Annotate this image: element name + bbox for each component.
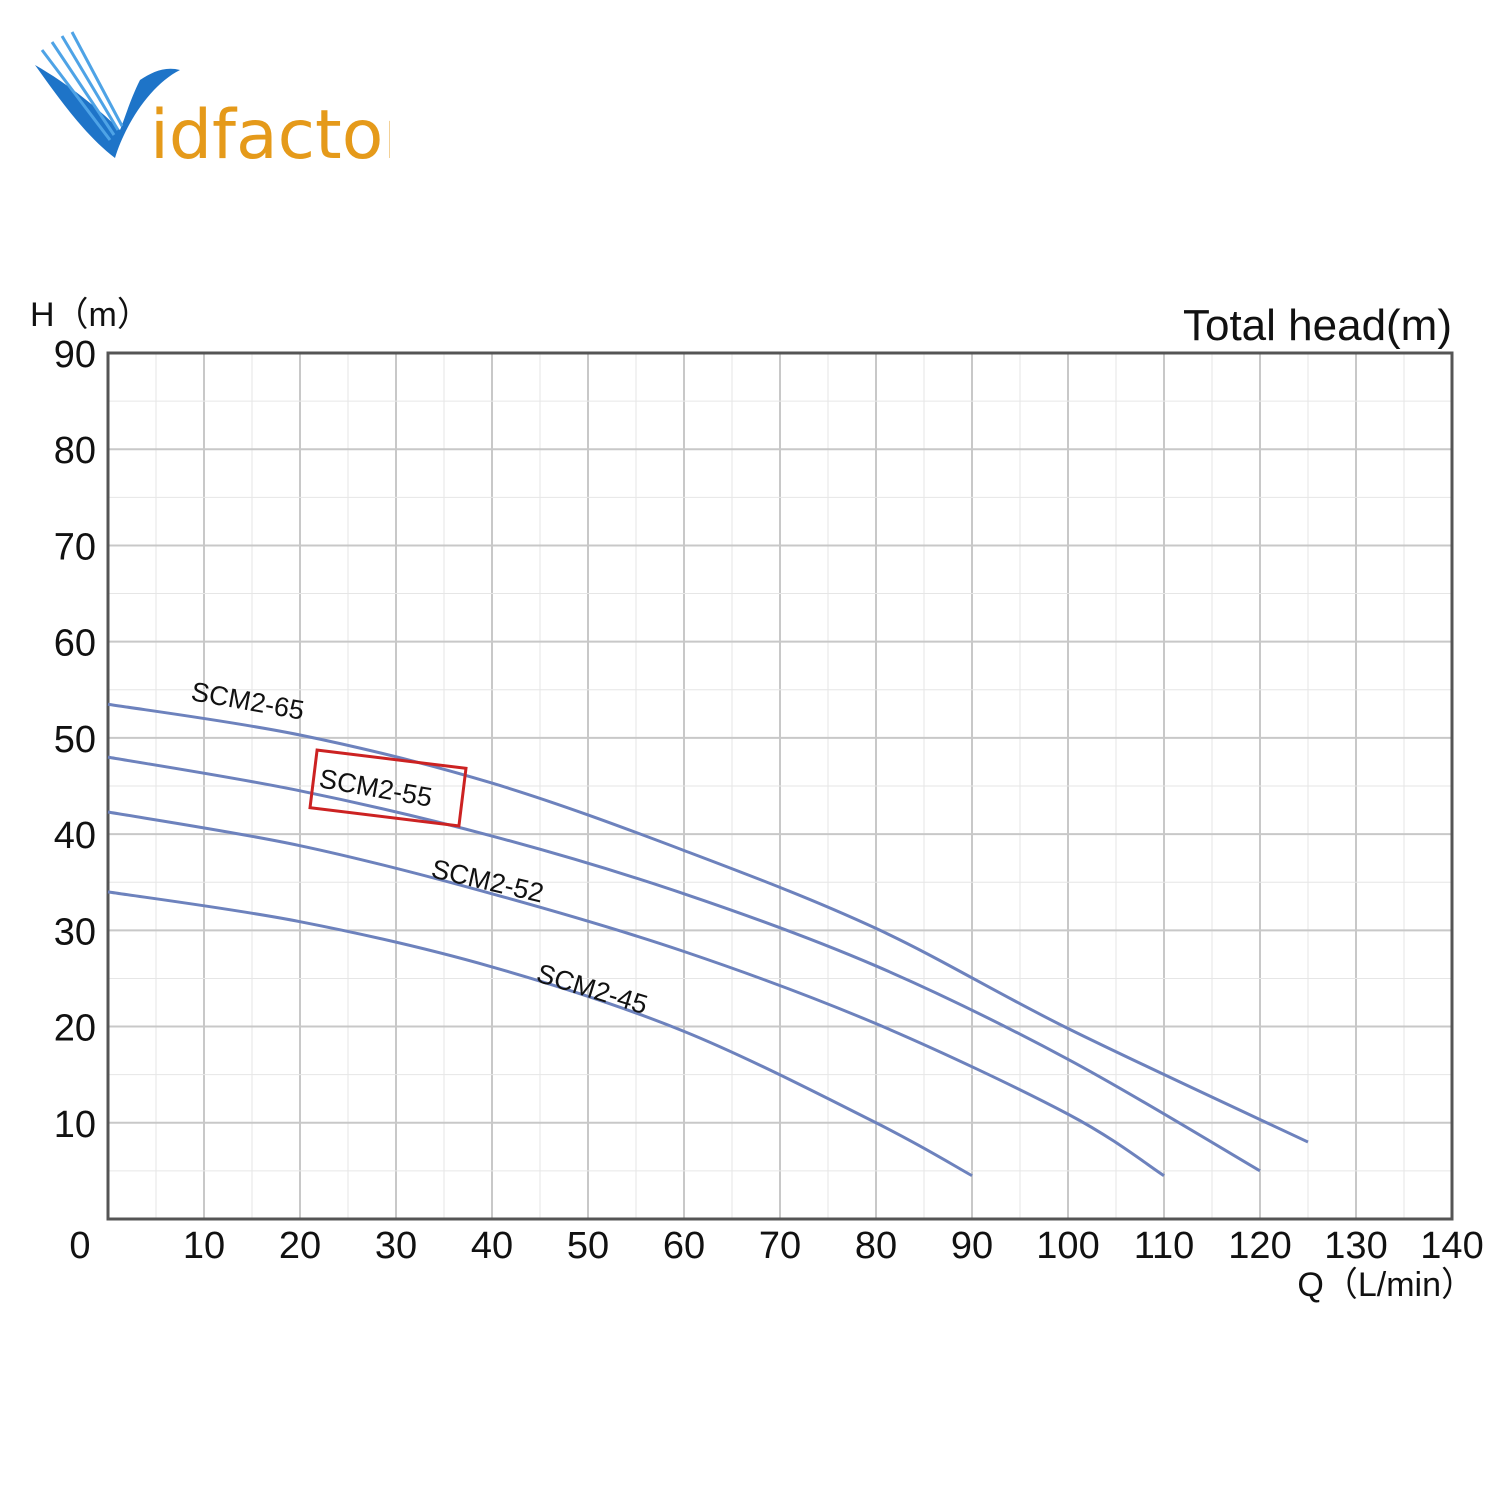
x-tick-label: 50	[567, 1225, 609, 1267]
logo-text: idfactor	[150, 96, 390, 170]
y-tick-label: 90	[54, 334, 96, 376]
grid	[108, 353, 1452, 1219]
x-tick-labels: 0 10 20 30 40 50 60 70 80 90 100 110 120 130 140	[69, 1225, 1483, 1267]
y-tick-label: 50	[54, 719, 96, 761]
y-tick-label: 40	[54, 815, 96, 857]
bird-v-icon	[35, 31, 180, 158]
y-tick-label: 70	[54, 526, 96, 568]
curve-scm2-52	[107, 810, 1165, 1177]
y-tick-label: 20	[54, 1008, 96, 1050]
y-tick-labels: 10 20 30 40 50 60 70 80 90	[54, 334, 96, 1146]
x-tick-label: 110	[1134, 1225, 1195, 1267]
y-tick-label: 30	[54, 911, 96, 953]
series-label-scm2-55: SCM2-55	[317, 763, 435, 812]
x-tick-label: 140	[1420, 1225, 1483, 1267]
x-tick-label: 120	[1228, 1225, 1291, 1267]
x-tick-label: 40	[471, 1225, 513, 1267]
y-axis-label: H（m）	[30, 296, 151, 334]
series-label-scm2-45: SCM2-45	[533, 958, 651, 1020]
x-tick-label: 10	[183, 1225, 225, 1267]
curves	[107, 702, 1309, 1178]
x-tick-label: 90	[951, 1225, 993, 1267]
plot-frame	[106, 351, 1454, 1221]
x-tick-label: 100	[1036, 1225, 1099, 1267]
y-tick-label: 80	[54, 430, 96, 472]
x-tick-label: 60	[663, 1225, 705, 1267]
vidfactor-logo: idfactor	[35, 31, 390, 170]
chart-title: Total head(m)	[1183, 301, 1452, 350]
highlight-box	[308, 748, 468, 828]
x-tick-label: 0	[69, 1225, 90, 1267]
x-tick-label: 30	[375, 1225, 417, 1267]
x-tick-label: 130	[1324, 1225, 1387, 1267]
curve-scm2-45	[107, 890, 973, 1178]
x-tick-label: 20	[279, 1225, 321, 1267]
curve-scm2-55	[107, 755, 1261, 1173]
x-tick-label: 70	[759, 1225, 801, 1267]
series-label-scm2-52: SCM2-52	[429, 854, 547, 909]
y-tick-label: 10	[54, 1104, 96, 1146]
x-axis-label: Q（L/min）	[1297, 1266, 1475, 1304]
y-tick-label: 60	[54, 623, 96, 665]
curve-scm2-65	[107, 702, 1309, 1144]
x-tick-label: 80	[855, 1225, 897, 1267]
